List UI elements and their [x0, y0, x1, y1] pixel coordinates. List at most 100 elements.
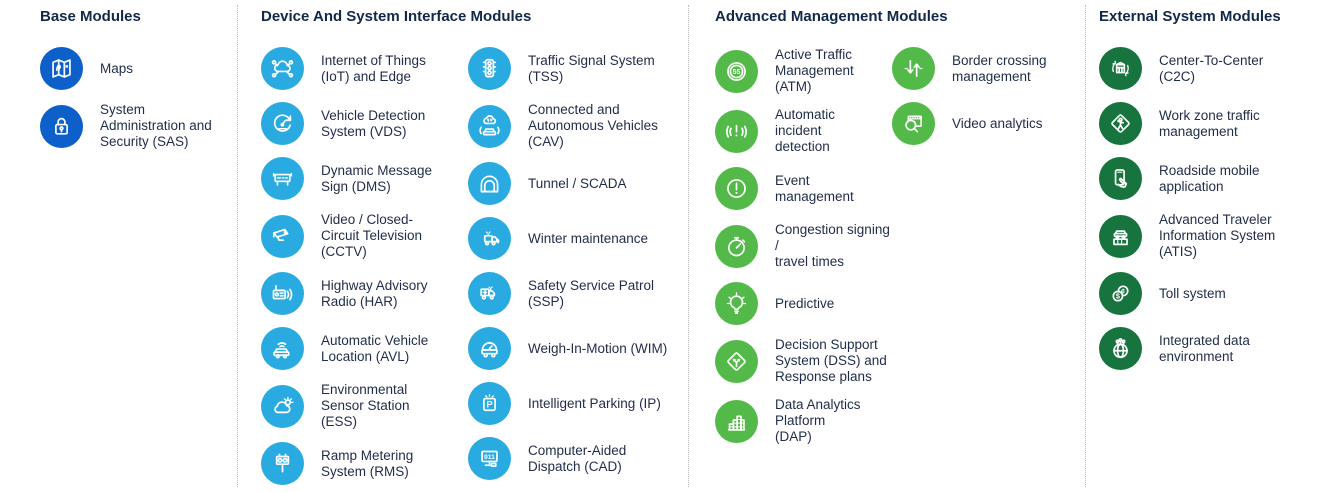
- iot-icon: [261, 47, 304, 90]
- c2c-icon: [1099, 47, 1142, 90]
- module-item-video-analytics: Video analytics: [892, 102, 1047, 145]
- module-item-winter: Winter maintenance: [468, 217, 667, 260]
- module-item-rms: Ramp Metering System (RMS): [261, 442, 468, 485]
- module-item-border: Border crossing management: [892, 47, 1047, 90]
- module-label: Ramp Metering System (RMS): [321, 447, 414, 479]
- ide-icon: [1099, 327, 1142, 370]
- dms-icon: [261, 157, 304, 200]
- module-label: Winter maintenance: [528, 230, 649, 246]
- module-item-iot: Internet of Things (IoT) and Edge: [261, 47, 468, 90]
- aid-icon: [715, 109, 758, 153]
- tss-icon: [468, 47, 511, 90]
- module-label: Work zone traffic management: [1159, 107, 1260, 139]
- dss-icon: [715, 339, 758, 383]
- module-label: System Administration and Security (SAS): [100, 102, 212, 149]
- cad-icon: 911: [468, 437, 511, 480]
- module-label: Decision Support System (DSS) and Respon…: [775, 337, 887, 384]
- column-advanced-modules: Advanced Management Modules 55 Active Tr…: [689, 0, 1085, 492]
- roadside-icon: [1099, 157, 1142, 200]
- module-item-tss: Traffic Signal System (TSS): [468, 47, 667, 90]
- module-item-c2c: Center-To-Center (C2C): [1099, 47, 1275, 90]
- module-label: Weigh-In-Motion (WIM): [528, 340, 668, 356]
- svg-text:P: P: [486, 400, 493, 411]
- svg-text:55: 55: [733, 69, 741, 76]
- ip-icon: P: [468, 382, 511, 425]
- module-label: Automatic incident detection: [775, 107, 836, 154]
- module-label: Event management: [775, 172, 854, 204]
- module-item-maps: Maps: [40, 47, 212, 90]
- module-label: Environmental Sensor Station (ESS): [321, 382, 410, 429]
- module-label: Video analytics: [952, 115, 1043, 131]
- module-label: Safety Service Patrol (SSP): [528, 277, 655, 309]
- module-label: Vehicle Detection System (VDS): [321, 107, 426, 139]
- toll-icon: ¢ $: [1099, 272, 1142, 315]
- module-label: Dynamic Message Sign (DMS): [321, 162, 433, 194]
- ssp-icon: [468, 272, 511, 315]
- module-item-toll: ¢ $ Toll system: [1099, 272, 1275, 315]
- divider: [1085, 5, 1086, 487]
- module-item-tunnel: Tunnel / SCADA: [468, 162, 667, 205]
- module-item-sas: System Administration and Security (SAS): [40, 102, 212, 150]
- map-icon: [40, 47, 83, 90]
- module-label: Advanced Traveler Information System (AT…: [1159, 212, 1276, 259]
- module-label: Traffic Signal System (TSS): [528, 52, 655, 84]
- module-item-congestion: Congestion signing / travel times: [715, 222, 892, 270]
- module-item-cav: Connected and Autonomous Vehicles (CAV): [468, 102, 667, 150]
- module-label: Internet of Things (IoT) and Edge: [321, 52, 426, 84]
- atm-icon: 55: [715, 49, 758, 93]
- module-label: Toll system: [1159, 285, 1226, 301]
- rms-icon: [261, 442, 304, 485]
- column-title: External System Modules: [1099, 8, 1281, 25]
- svg-text:911: 911: [484, 454, 495, 461]
- svg-text:¢: ¢: [1121, 287, 1125, 296]
- column-external-modules: External System Modules Center-To-Center…: [1086, 0, 1324, 492]
- module-item-dss: Decision Support System (DSS) and Respon…: [715, 337, 892, 385]
- column-base-modules: Base Modules Maps System Administration …: [0, 0, 237, 492]
- column-device-modules: Device And System Interface Modules Inte…: [238, 0, 688, 492]
- lock-icon: [40, 104, 83, 148]
- module-label: Computer-Aided Dispatch (CAD): [528, 442, 627, 474]
- atis-icon: [1099, 214, 1142, 258]
- module-item-atm: 55 Active Traffic Management (ATM): [715, 47, 892, 95]
- divider: [237, 5, 238, 487]
- module-item-ip: P Intelligent Parking (IP): [468, 382, 667, 425]
- module-item-dap: Data Analytics Platform (DAP): [715, 397, 892, 445]
- cav-icon: [468, 104, 511, 148]
- module-label: Tunnel / SCADA: [528, 175, 627, 191]
- module-label: Active Traffic Management (ATM): [775, 47, 854, 94]
- module-label: Video / Closed- Circuit Television (CCTV…: [321, 212, 423, 259]
- module-label: Maps: [100, 60, 134, 76]
- module-label: Highway Advisory Radio (HAR): [321, 277, 428, 309]
- module-label: Integrated data environment: [1159, 332, 1250, 364]
- module-item-dms: Dynamic Message Sign (DMS): [261, 157, 468, 200]
- cctv-icon: [261, 214, 304, 258]
- module-label: Intelligent Parking (IP): [528, 395, 661, 411]
- module-item-aid: Automatic incident detection: [715, 107, 892, 155]
- module-item-ssp: Safety Service Patrol (SSP): [468, 272, 667, 315]
- module-label: Border crossing management: [952, 52, 1047, 84]
- module-item-avl: Automatic Vehicle Location (AVL): [261, 327, 468, 370]
- module-item-predictive: Predictive: [715, 282, 892, 325]
- video-analytics-icon: [892, 102, 935, 145]
- wim-icon: [468, 327, 511, 370]
- module-item-event: Event management: [715, 167, 892, 210]
- module-item-wim: Weigh-In-Motion (WIM): [468, 327, 667, 370]
- column-title: Base Modules: [40, 8, 141, 25]
- border-icon: [892, 47, 935, 90]
- column-title: Advanced Management Modules: [715, 8, 948, 25]
- module-item-cctv: Video / Closed- Circuit Television (CCTV…: [261, 212, 468, 260]
- divider: [688, 5, 689, 487]
- module-label: Center-To-Center (C2C): [1159, 52, 1264, 84]
- svg-text:$: $: [1116, 292, 1120, 301]
- module-label: Predictive: [775, 295, 835, 311]
- workzone-icon: [1099, 102, 1142, 145]
- module-item-har: Highway Advisory Radio (HAR): [261, 272, 468, 315]
- ess-icon: [261, 384, 304, 428]
- module-label: Congestion signing / travel times: [775, 222, 890, 269]
- har-icon: [261, 272, 304, 315]
- module-item-ess: Environmental Sensor Station (ESS): [261, 382, 468, 430]
- winter-icon: [468, 217, 511, 260]
- event-icon: [715, 167, 758, 210]
- module-item-cad: 911 Computer-Aided Dispatch (CAD): [468, 437, 667, 480]
